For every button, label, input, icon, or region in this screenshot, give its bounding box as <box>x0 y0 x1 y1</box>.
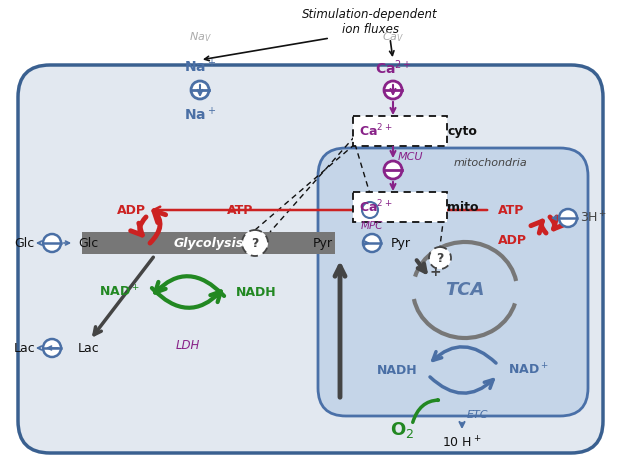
Text: Glycolysis: Glycolysis <box>173 237 244 250</box>
Text: Ca$^{2+}$: Ca$^{2+}$ <box>375 58 412 77</box>
Circle shape <box>429 247 451 269</box>
Circle shape <box>384 81 402 99</box>
Circle shape <box>43 339 61 357</box>
FancyBboxPatch shape <box>353 192 447 222</box>
Text: NAD$^+$: NAD$^+$ <box>508 362 549 378</box>
Circle shape <box>191 81 209 99</box>
Text: Glc: Glc <box>14 237 35 250</box>
Text: 10 H$^+$: 10 H$^+$ <box>442 435 482 450</box>
Text: ATP: ATP <box>227 204 253 217</box>
Circle shape <box>559 209 577 227</box>
Text: MCU: MCU <box>398 152 423 162</box>
Text: LDH: LDH <box>176 339 200 352</box>
FancyBboxPatch shape <box>318 148 588 416</box>
Text: $Ca_V$: $Ca_V$ <box>382 30 404 44</box>
Text: Lac: Lac <box>78 341 100 354</box>
Text: Ca$^{2+}$: Ca$^{2+}$ <box>359 199 392 215</box>
Text: Ca$^{2+}$: Ca$^{2+}$ <box>359 123 392 140</box>
Text: Na$^+$: Na$^+$ <box>184 106 216 123</box>
Text: ADP: ADP <box>498 233 527 246</box>
Text: ETC: ETC <box>467 410 489 420</box>
Text: MPC: MPC <box>361 221 383 231</box>
Text: ATP: ATP <box>498 204 524 217</box>
Text: ?: ? <box>251 237 259 250</box>
Text: NADH: NADH <box>378 364 418 377</box>
Text: O$_2$: O$_2$ <box>390 420 414 440</box>
Circle shape <box>384 161 402 179</box>
Text: Pyr: Pyr <box>313 237 333 250</box>
Circle shape <box>362 202 378 218</box>
FancyBboxPatch shape <box>82 232 335 254</box>
Text: Lac: Lac <box>14 341 36 354</box>
Text: $Na_V$: $Na_V$ <box>189 30 212 44</box>
Text: ADP: ADP <box>117 204 146 217</box>
Text: +: + <box>429 265 441 279</box>
Text: Stimulation-dependent
ion fluxes: Stimulation-dependent ion fluxes <box>302 8 438 36</box>
Text: Pyr: Pyr <box>391 237 411 250</box>
Text: cyto: cyto <box>447 125 477 138</box>
Text: TCA: TCA <box>445 281 485 299</box>
Circle shape <box>363 234 381 252</box>
FancyBboxPatch shape <box>18 65 603 453</box>
FancyBboxPatch shape <box>353 116 447 146</box>
Text: 3H$^+$: 3H$^+$ <box>580 210 607 226</box>
Circle shape <box>43 234 61 252</box>
Text: NADH: NADH <box>236 286 276 299</box>
Circle shape <box>242 230 268 256</box>
Text: mitochondria: mitochondria <box>453 158 527 168</box>
Text: Glc: Glc <box>78 237 98 250</box>
Text: Na$^+$: Na$^+$ <box>184 58 216 75</box>
Text: ?: ? <box>436 252 444 265</box>
Text: NAD$^+$: NAD$^+$ <box>99 285 140 299</box>
Text: mito: mito <box>447 200 479 213</box>
